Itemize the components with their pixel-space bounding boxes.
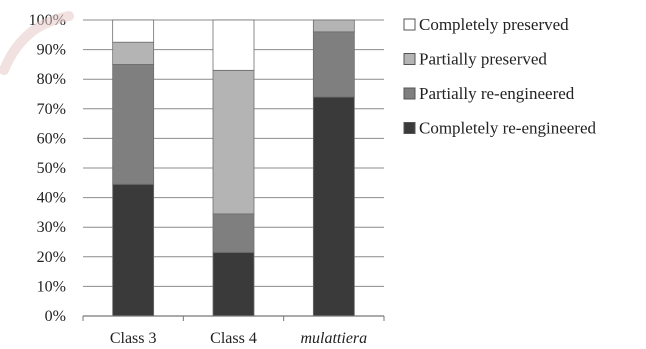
legend-label: Completely re-engineered <box>419 119 597 138</box>
bar-segment <box>312 96 355 317</box>
bar-segment <box>112 64 155 185</box>
bar-segment <box>312 31 355 98</box>
legend-swatch <box>403 53 416 65</box>
y-tick-label: 40% <box>37 190 66 207</box>
bar-segment <box>112 183 155 317</box>
x-tick-label: Class 4 <box>210 330 257 347</box>
legend-label: Partially preserved <box>419 50 547 69</box>
legend-item: Completely preserved <box>403 15 569 34</box>
bar-segment <box>212 69 255 215</box>
legend-swatch <box>403 87 416 100</box>
bar-segment <box>112 41 155 65</box>
y-tick-label: 30% <box>37 219 66 236</box>
bar-segment <box>112 19 155 43</box>
y-tick-label: 50% <box>37 160 66 177</box>
y-tick-label: 20% <box>37 249 66 266</box>
x-axis <box>82 315 385 321</box>
y-tick-label: 10% <box>37 278 66 295</box>
y-tick-label: 0% <box>45 308 66 325</box>
legend: Completely preserved Partially preserved P… <box>403 15 597 138</box>
y-tick-label: 100% <box>29 12 66 29</box>
y-tick-label: 60% <box>37 130 66 147</box>
x-tick-label: Class 3 <box>110 330 157 347</box>
y-tick-label: 80% <box>37 71 66 88</box>
y-tick-label: 70% <box>37 101 66 118</box>
x-tick-label: mulattiera <box>300 330 367 347</box>
legend-swatch <box>403 18 416 31</box>
bar-segment <box>212 251 255 317</box>
legend-item: Completely re-engineered <box>403 119 597 138</box>
legend-label: Partially re-engineered <box>419 84 575 103</box>
bar-segment <box>212 19 255 71</box>
bar-segment <box>312 19 355 33</box>
legend-item: Partially re-engineered <box>403 84 575 103</box>
x-axis-tick-labels: Class 3 Class 4 mulattiera <box>110 330 367 347</box>
bar-segment <box>212 213 255 253</box>
legend-label: Completely preserved <box>419 15 569 34</box>
legend-item: Partially preserved <box>403 50 547 69</box>
bars <box>112 19 355 317</box>
legend-swatch <box>403 122 416 134</box>
y-axis-tick-labels: 0% 10% 20% 30% 40% 50% 60% 70% 80% 90% 100% <box>29 12 66 325</box>
y-tick-label: 90% <box>37 42 66 59</box>
